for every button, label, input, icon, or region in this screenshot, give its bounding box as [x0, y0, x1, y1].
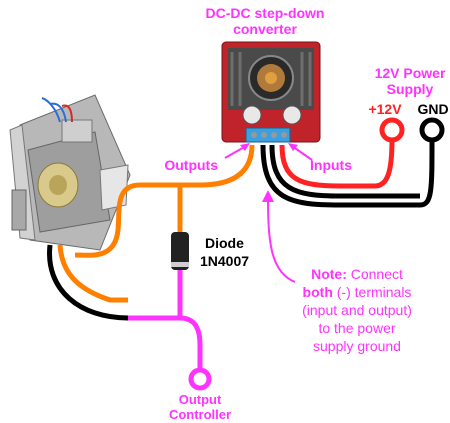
converter-title-line2: converter	[233, 21, 297, 37]
ground-note: Note: Connect both (-) terminals (input …	[302, 266, 412, 354]
note-line2: both (-) terminals	[303, 284, 412, 300]
motor-black-lead	[47, 244, 129, 321]
dc-dc-converter	[221, 41, 321, 143]
note-l2-bold: both	[303, 284, 333, 300]
inputs-arrow	[288, 143, 313, 161]
diode-label-line1: Diode	[205, 235, 244, 251]
plus12v-wire	[279, 139, 395, 189]
gnd-wire-1	[260, 139, 435, 208]
plus12v-label: +12V	[368, 101, 402, 117]
note-line5: supply ground	[313, 338, 401, 354]
gnd-wire-2	[269, 144, 420, 199]
outputs-arrow	[224, 143, 250, 159]
controller-terminal	[188, 367, 212, 391]
note-line1: Note: Connect	[311, 266, 403, 282]
diode-label-line2: 1N4007	[200, 253, 249, 269]
motor-orange-lead	[57, 244, 128, 303]
note-arrow	[262, 190, 296, 283]
supply-title-line1: 12V Power	[375, 65, 446, 81]
supply-title-line2: Supply	[387, 81, 434, 97]
plus12v-terminal	[379, 117, 405, 143]
note-l2-rest: (-) terminals	[333, 284, 412, 300]
gnd-label: GND	[417, 101, 448, 117]
note-line3: (input and output)	[302, 302, 412, 318]
converter-title-line1: DC-DC step-down	[206, 5, 325, 21]
gnd-terminal	[419, 117, 445, 143]
note-line4: to the power	[318, 320, 395, 336]
outputs-label: Outputs	[164, 157, 218, 173]
controller-label-line1: Output	[179, 392, 222, 407]
controller-label-line2: Controller	[169, 407, 231, 422]
junction-to-controller	[128, 315, 203, 368]
inputs-label: Inputs	[310, 157, 352, 173]
output-positive-wire	[74, 144, 255, 258]
motor-assembly	[9, 94, 131, 251]
note-prefix: Note:	[311, 266, 347, 282]
note-l1-rest: Connect	[347, 266, 403, 282]
diode	[171, 232, 189, 270]
